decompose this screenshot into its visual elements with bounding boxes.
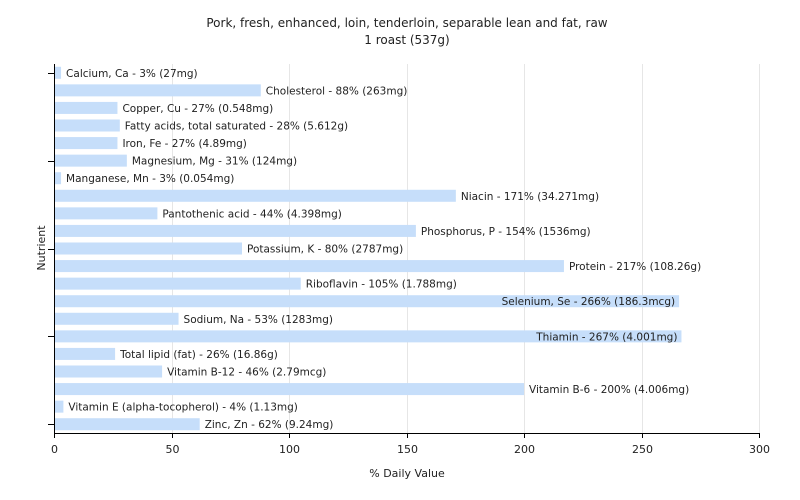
bar-label: Selenium, Se - 266% (186.3mcg) bbox=[502, 296, 676, 308]
bar bbox=[55, 137, 118, 150]
bar-label: Pantothenic acid - 44% (4.398mg) bbox=[162, 208, 341, 220]
x-tick-label: 150 bbox=[397, 443, 418, 456]
bar-label: Magnesium, Mg - 31% (124mg) bbox=[132, 156, 297, 168]
y-axis-label: Nutrient bbox=[35, 225, 48, 271]
x-axis-label: % Daily Value bbox=[369, 467, 445, 480]
bar-label: Riboflavin - 105% (1.788mg) bbox=[306, 279, 457, 291]
x-ticks: 0 50 100 150 200 250 300 bbox=[48, 73, 770, 456]
bar bbox=[55, 189, 456, 202]
bar-labels: Calcium, Ca - 3% (27mg) Cholesterol - 88%… bbox=[66, 68, 701, 431]
bar bbox=[55, 154, 127, 167]
bar bbox=[55, 84, 261, 97]
chart-subtitle: 1 roast (537g) bbox=[364, 33, 449, 47]
x-tick-label: 0 bbox=[51, 443, 58, 456]
bar bbox=[55, 277, 301, 290]
x-tick-label: 250 bbox=[632, 443, 653, 456]
bar-label: Copper, Cu - 27% (0.548mg) bbox=[122, 103, 273, 115]
bar-label: Potassium, K - 80% (2787mg) bbox=[247, 244, 403, 256]
x-tick-label: 50 bbox=[166, 443, 180, 456]
x-tick-label: 100 bbox=[279, 443, 300, 456]
bar-label: Sodium, Na - 53% (1283mg) bbox=[184, 314, 333, 326]
bar bbox=[55, 400, 64, 413]
bar bbox=[55, 330, 682, 343]
bar bbox=[55, 260, 564, 273]
x-tick-label: 200 bbox=[514, 443, 535, 456]
bar bbox=[55, 224, 416, 237]
bar-label: Fatty acids, total saturated - 28% (5.61… bbox=[125, 121, 348, 133]
bar-label: Manganese, Mn - 3% (0.054mg) bbox=[66, 173, 234, 185]
bar bbox=[55, 295, 680, 308]
bar bbox=[55, 242, 242, 255]
bar bbox=[55, 312, 179, 325]
bar bbox=[55, 418, 200, 431]
bar-label: Calcium, Ca - 3% (27mg) bbox=[66, 68, 198, 80]
x-tick-label: 300 bbox=[749, 443, 770, 456]
bar-label: Iron, Fe - 27% (4.89mg) bbox=[122, 138, 246, 150]
bar-label: Thiamin - 267% (4.001mg) bbox=[535, 331, 677, 343]
bar bbox=[55, 365, 163, 378]
chart-title: Pork, fresh, enhanced, loin, tenderloin,… bbox=[206, 16, 607, 30]
bars bbox=[55, 66, 682, 431]
bar bbox=[55, 101, 118, 114]
bar bbox=[55, 383, 524, 396]
grid bbox=[172, 64, 760, 433]
bar bbox=[55, 66, 62, 79]
bar bbox=[55, 207, 158, 220]
bar-label: Niacin - 171% (34.271mg) bbox=[461, 191, 599, 203]
bar-label: Vitamin B-12 - 46% (2.79mcg) bbox=[167, 367, 326, 379]
bar bbox=[55, 119, 120, 132]
bar-label: Total lipid (fat) - 26% (16.86g) bbox=[119, 349, 278, 361]
bar bbox=[55, 172, 62, 185]
bar-label: Vitamin E (alpha-tocopherol) - 4% (1.13m… bbox=[68, 402, 298, 414]
bar-label: Zinc, Zn - 62% (9.24mg) bbox=[205, 419, 334, 431]
bar-label: Protein - 217% (108.26g) bbox=[569, 261, 701, 273]
bar-label: Phosphorus, P - 154% (1536mg) bbox=[421, 226, 591, 238]
bar-label: Vitamin B-6 - 200% (4.006mg) bbox=[529, 384, 689, 396]
bar-label: Cholesterol - 88% (263mg) bbox=[266, 85, 408, 97]
axes bbox=[54, 64, 759, 434]
bar bbox=[55, 347, 116, 360]
